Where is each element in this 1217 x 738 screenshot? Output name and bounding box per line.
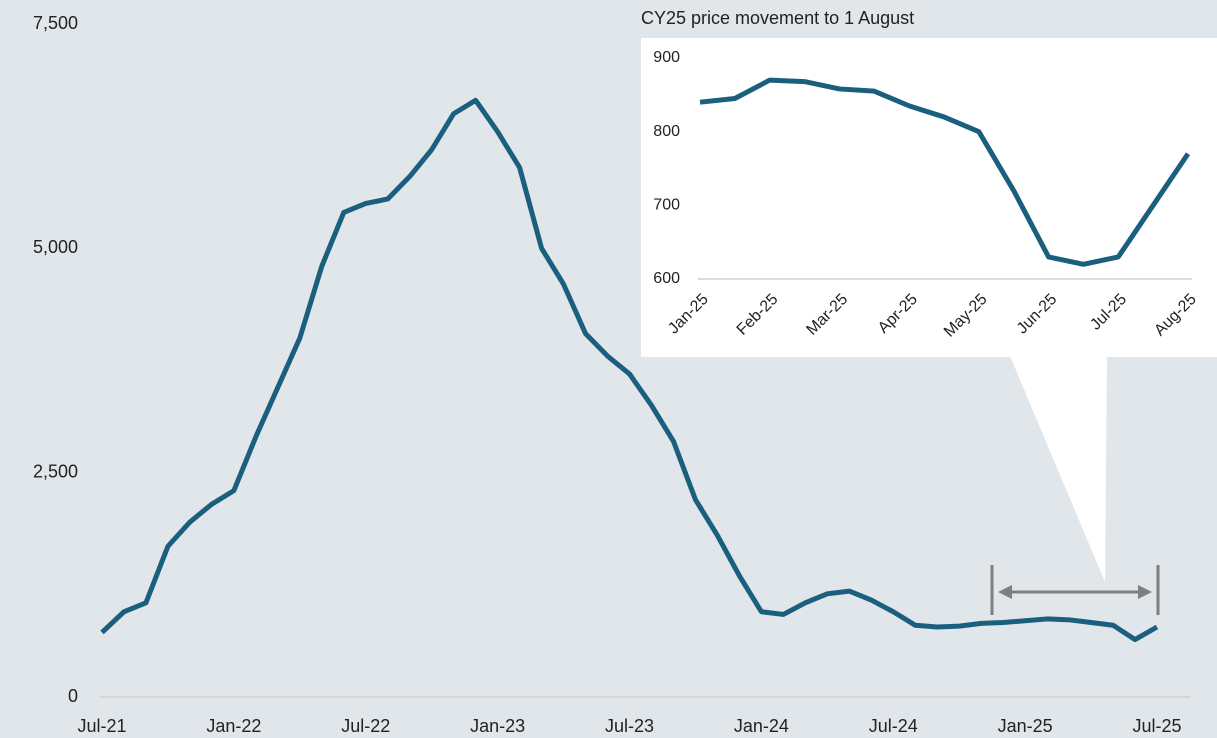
range-bracket xyxy=(990,565,1160,615)
x-tick-label: Jan-23 xyxy=(470,716,525,736)
price-line xyxy=(699,77,1191,267)
callout xyxy=(1010,356,1107,582)
y-tick-label: 900 xyxy=(653,49,680,66)
y-tick-label: 5,000 xyxy=(33,237,78,257)
y-tick-label: 800 xyxy=(653,123,680,140)
y-tick-label: 7,500 xyxy=(33,13,78,33)
inset-title: CY25 price movement to 1 August xyxy=(641,8,914,28)
x-tick-label: Jul-24 xyxy=(869,716,918,736)
price-line xyxy=(100,97,1159,643)
x-tick-label: Jan-24 xyxy=(734,716,789,736)
x-tick-label: Jul-25 xyxy=(1132,716,1181,736)
y-tick-label: 2,500 xyxy=(33,461,78,481)
y-tick-label: 600 xyxy=(653,270,680,287)
x-tick-label: Jan-25 xyxy=(998,716,1053,736)
x-tick-label: Jul-21 xyxy=(77,716,126,736)
main-chart: 0 2,500 5,000 7,500 Jul-21 Jan-22 Jul-22 Jan-23… xyxy=(33,13,1190,736)
x-tick-label: Jan-22 xyxy=(206,716,261,736)
inset-panel xyxy=(641,38,1217,357)
x-tick-label: Jul-22 xyxy=(341,716,390,736)
y-tick-label: 700 xyxy=(653,197,680,214)
x-tick-label: Jul-23 xyxy=(605,716,654,736)
y-tick-label: 0 xyxy=(68,686,78,706)
